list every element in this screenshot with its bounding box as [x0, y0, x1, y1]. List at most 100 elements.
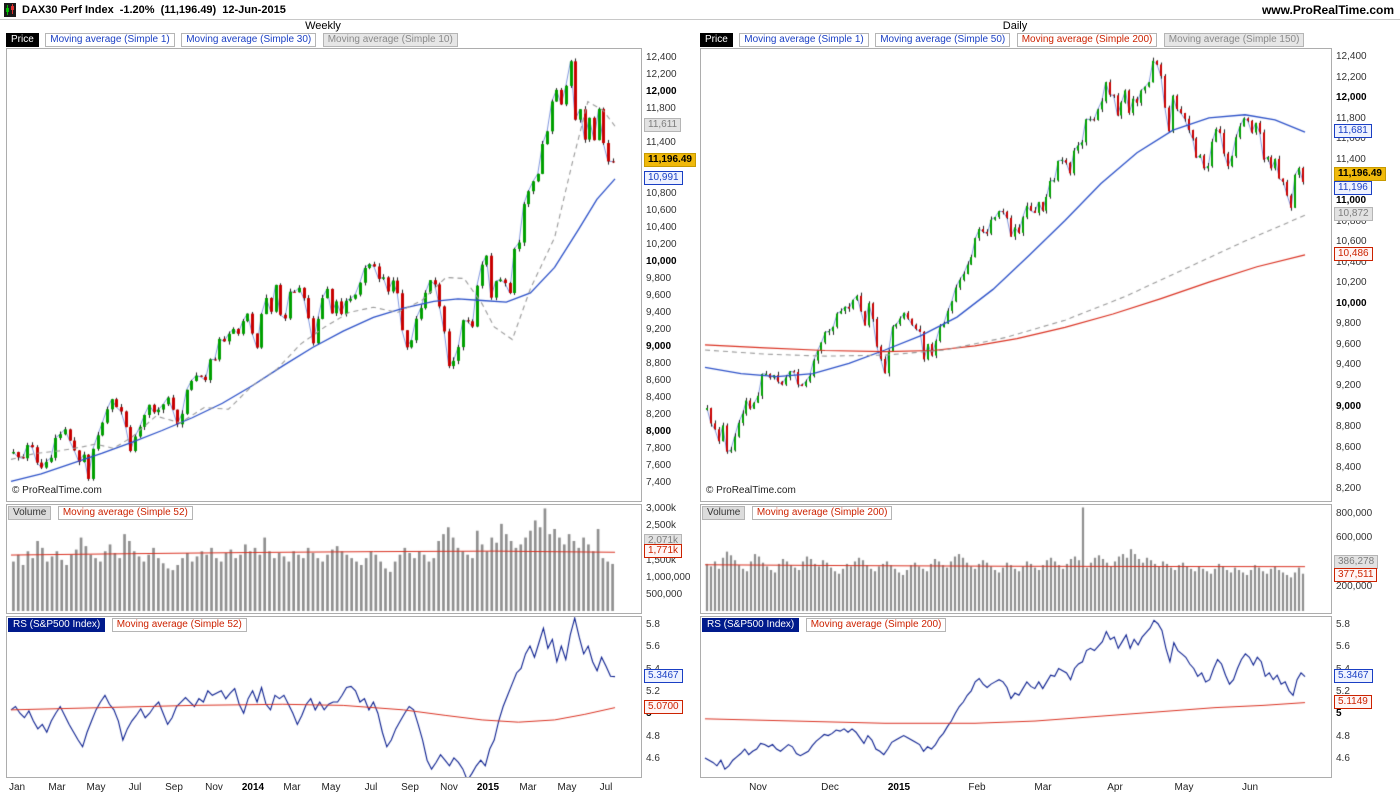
daily-price-legend: Price Moving average (Simple 1) Moving a… [700, 33, 1306, 51]
weekly-rs-chart[interactable] [6, 616, 642, 778]
axis-tick: 10,600 [646, 205, 677, 216]
axis-tick: 12,000 [646, 86, 677, 97]
axis-tick: 9,600 [1336, 339, 1362, 350]
axis-tick: 8,400 [646, 392, 672, 403]
legend-item-rs[interactable]: RS (S&P500 Index) [702, 618, 800, 632]
axis-value-gray: 10,872 [1334, 207, 1373, 221]
x-axis-label: Apr [1107, 782, 1123, 793]
axis-tick: 7,400 [646, 477, 672, 488]
timeframe-title-weekly: Weekly [305, 20, 341, 32]
axis-value-blue: 11,196 [1334, 181, 1372, 195]
axis-value-gray: 386,278 [1334, 555, 1379, 569]
axis-tick: 200,000 [1336, 581, 1373, 592]
axis-tick: 9,200 [646, 324, 672, 335]
axis-tick: 8,800 [1336, 421, 1362, 432]
axis-tick: 5.6 [646, 641, 660, 652]
axis-tick: 5.8 [1336, 619, 1350, 630]
axis-tick: 2,500k [646, 520, 677, 531]
axis-value-red: 10,486 [1334, 247, 1373, 261]
axis-tick: 8,000 [646, 426, 672, 437]
axis-tick: 12,200 [1336, 72, 1367, 83]
axis-tick: 8,600 [1336, 442, 1362, 453]
axis-value-red: 1,771k [644, 544, 683, 558]
daily-volume-chart[interactable] [700, 504, 1332, 614]
axis-value-last: 11,196.49 [1334, 167, 1386, 181]
legend-item-rs-ma[interactable]: Moving average (Simple 52) [111, 618, 247, 632]
legend-item-rs[interactable]: RS (S&P500 Index) [8, 618, 106, 632]
legend-item-ma-simple-1[interactable]: Moving average (Simple 1) [739, 33, 869, 47]
axis-value-gray: 11,611 [644, 118, 682, 132]
axis-tick: 4.8 [646, 731, 660, 742]
legend-item-volume-ma[interactable]: Moving average (Simple 52) [57, 506, 193, 520]
axis-tick: 9,400 [1336, 359, 1362, 370]
x-axis-label: 2015 [476, 782, 500, 793]
axis-tick: 12,000 [1336, 92, 1367, 103]
axis-tick: 4.6 [646, 753, 660, 764]
axis-value-last: 11,196.49 [644, 153, 696, 167]
x-axis-label: Jun [1241, 782, 1259, 793]
last-price: (11,196.49) [160, 3, 217, 16]
legend-item-ma-simple-200[interactable]: Moving average (Simple 200) [1016, 33, 1158, 47]
weekly-volume-legend: Volume Moving average (Simple 52) [8, 506, 195, 524]
legend-item-ma-simple-1[interactable]: Moving average (Simple 1) [45, 33, 175, 47]
weekly-price-chart[interactable] [6, 48, 642, 502]
axis-tick: 11,400 [646, 137, 676, 148]
x-axis-label: Mar [1034, 782, 1052, 793]
axis-tick: 11,000 [1336, 195, 1367, 206]
legend-item-volume-ma[interactable]: Moving average (Simple 200) [751, 506, 893, 520]
axis-tick: 5.2 [646, 686, 660, 697]
x-axis-label: Jul [364, 782, 378, 793]
axis-tick: 8,800 [646, 358, 672, 369]
axis-tick: 10,200 [1336, 277, 1367, 288]
axis-tick: 9,800 [1336, 318, 1362, 329]
website-link[interactable]: www.ProRealTime.com [1261, 2, 1394, 17]
daily-rs-chart[interactable] [700, 616, 1332, 778]
weekly-volume-chart[interactable] [6, 504, 642, 614]
copyright-weekly: © ProRealTime.com [12, 485, 102, 496]
x-axis-label: Dec [821, 782, 839, 793]
legend-item-price[interactable]: Price [6, 33, 39, 47]
axis-tick: 8,600 [646, 375, 672, 386]
axis-tick: 10,000 [1336, 298, 1367, 309]
x-axis-label: Sep [401, 782, 419, 793]
quote-date: 12-Jun-2015 [222, 3, 286, 16]
axis-tick: 9,400 [646, 307, 672, 318]
axis-tick: 5.2 [1336, 686, 1350, 697]
axis-tick: 11,800 [646, 103, 676, 114]
x-axis-label: Jul [599, 782, 613, 793]
weekly-rs-legend: RS (S&P500 Index) Moving average (Simple… [8, 618, 249, 636]
copyright-daily: © ProRealTime.com [706, 485, 796, 496]
weekly-price-legend: Price Moving average (Simple 1) Moving a… [6, 33, 460, 51]
axis-tick: 12,400 [1336, 51, 1367, 62]
header-bar: DAX30 Perf Index -1.20% (11,196.49) 12-J… [0, 0, 1400, 20]
legend-item-ma-simple-10[interactable]: Moving average (Simple 10) [322, 33, 458, 47]
axis-tick: 9,000 [646, 341, 672, 352]
axis-tick: 7,600 [646, 460, 672, 471]
axis-tick: 3,000k [646, 503, 677, 514]
legend-item-ma-simple-150[interactable]: Moving average (Simple 150) [1163, 33, 1305, 47]
axis-value-blue: 5.3467 [1334, 669, 1373, 683]
axis-tick: 7,800 [646, 443, 672, 454]
legend-item-price[interactable]: Price [700, 33, 733, 47]
change-percent: -1.20% [119, 3, 155, 16]
axis-tick: 10,000 [646, 256, 677, 267]
x-axis-label: Mar [48, 782, 66, 793]
axis-tick: 10,400 [1336, 257, 1367, 268]
axis-tick: 4.8 [1336, 731, 1350, 742]
axis-tick: 12,400 [646, 52, 677, 63]
axis-tick: 11,400 [1336, 154, 1366, 165]
legend-item-ma-simple-30[interactable]: Moving average (Simple 30) [181, 33, 317, 47]
axis-tick: 10,400 [646, 222, 677, 233]
legend-item-ma-simple-50[interactable]: Moving average (Simple 50) [875, 33, 1011, 47]
axis-tick: 9,200 [1336, 380, 1362, 391]
instrument-name: DAX30 Perf Index [22, 3, 114, 16]
legend-item-volume[interactable]: Volume [702, 506, 746, 520]
daily-price-chart[interactable] [700, 48, 1332, 502]
x-axis-label: May [1174, 782, 1194, 793]
legend-item-rs-ma[interactable]: Moving average (Simple 200) [805, 618, 947, 632]
legend-item-volume[interactable]: Volume [8, 506, 52, 520]
axis-tick: 1,000,000 [646, 572, 691, 583]
axis-tick: 8,200 [1336, 483, 1362, 494]
x-axis-label: Mar [283, 782, 301, 793]
